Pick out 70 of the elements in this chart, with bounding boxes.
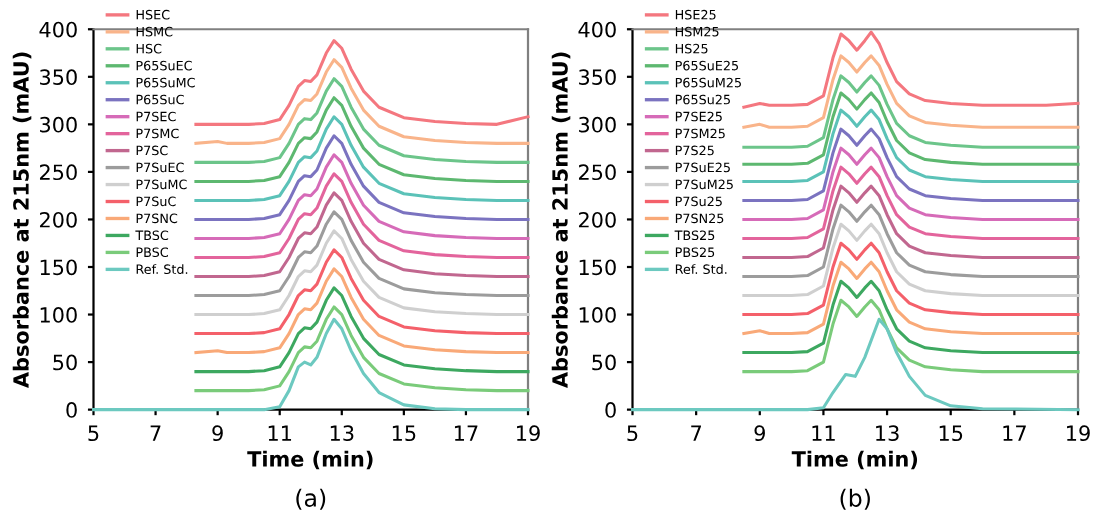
line-series (194, 248, 530, 336)
y-tick-label: 400 (578, 21, 616, 38)
line-series (742, 30, 1080, 109)
y-axis-title: Absorbance at 215nm (mAU) (12, 52, 32, 388)
line-series (194, 286, 530, 374)
y-tick-label: 100 (40, 307, 77, 323)
line-series (194, 153, 530, 240)
line-series (194, 39, 530, 126)
x-tick-label: 11 (812, 425, 835, 441)
line-series (742, 146, 1080, 221)
y-tick-label: 300 (40, 116, 77, 133)
y-tick-label: 350 (579, 69, 616, 86)
y-tick-label: 250 (39, 164, 77, 181)
x-axis-title: Time (min) (247, 450, 373, 470)
y-tick-label: 200 (578, 211, 616, 228)
x-tick-label: 13 (330, 425, 354, 442)
y-tick-label: 300 (579, 116, 616, 133)
line-series (194, 210, 530, 298)
x-tick-label: 7 (691, 425, 701, 441)
y-tick-label: 100 (579, 307, 616, 323)
line-series (742, 241, 1080, 317)
x-tick-label: 15 (939, 425, 963, 442)
y-tick-label: 250 (578, 164, 616, 181)
y-tick-label: 350 (40, 69, 77, 86)
x-tick-label: 11 (268, 425, 292, 441)
line-series (742, 108, 1080, 183)
line-series (194, 172, 530, 260)
line-series (742, 279, 1080, 355)
line-series (194, 267, 530, 355)
x-tick-label: 9 (212, 425, 223, 442)
line-series (742, 184, 1080, 260)
x-tick-label: 19 (517, 425, 540, 442)
x-axis-title: Time (min) (791, 450, 918, 470)
line-series (742, 74, 1080, 149)
x-tick-label: 7 (150, 425, 161, 441)
line-series (194, 191, 530, 279)
line-series (194, 96, 530, 183)
x-tick-label: 5 (88, 425, 99, 442)
line-series (742, 222, 1080, 298)
y-tick-label: 0 (605, 402, 616, 418)
y-tick-label: 50 (592, 354, 616, 371)
y-tick-label: 150 (579, 259, 616, 276)
x-tick-label: 15 (392, 425, 416, 442)
line-series (194, 229, 530, 317)
y-tick-label: 50 (53, 354, 77, 371)
y-tick-label: 200 (39, 211, 77, 228)
line-series (194, 134, 530, 221)
y-axis-title: Absorbance at 215nm (mAU) (551, 52, 571, 388)
line-series (742, 127, 1080, 202)
text: (b) (840, 488, 870, 510)
line-series (742, 203, 1080, 279)
x-tick-label: 9 (754, 425, 765, 442)
y-tick-label: 0 (66, 402, 77, 418)
line-series (742, 165, 1080, 240)
x-tick-label: 17 (454, 425, 478, 441)
line-series (194, 77, 530, 164)
line-series (742, 54, 1080, 129)
x-tick-label: 13 (876, 425, 899, 442)
x-tick-label: 5 (627, 425, 638, 442)
x-tick-label: 17 (1003, 425, 1026, 441)
x-tick-label: 19 (1067, 425, 1090, 442)
line-series (194, 115, 530, 202)
text: (a) (296, 488, 326, 510)
line-series (742, 91, 1080, 166)
line-series (194, 305, 530, 393)
y-tick-label: 400 (39, 21, 77, 38)
line-series (742, 260, 1080, 336)
y-tick-label: 150 (40, 259, 77, 276)
line-series (742, 298, 1080, 374)
line-series (194, 58, 530, 145)
